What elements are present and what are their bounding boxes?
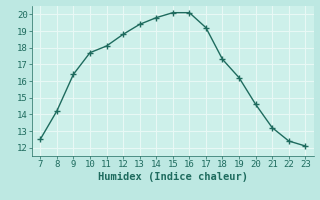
X-axis label: Humidex (Indice chaleur): Humidex (Indice chaleur) [98, 172, 248, 182]
